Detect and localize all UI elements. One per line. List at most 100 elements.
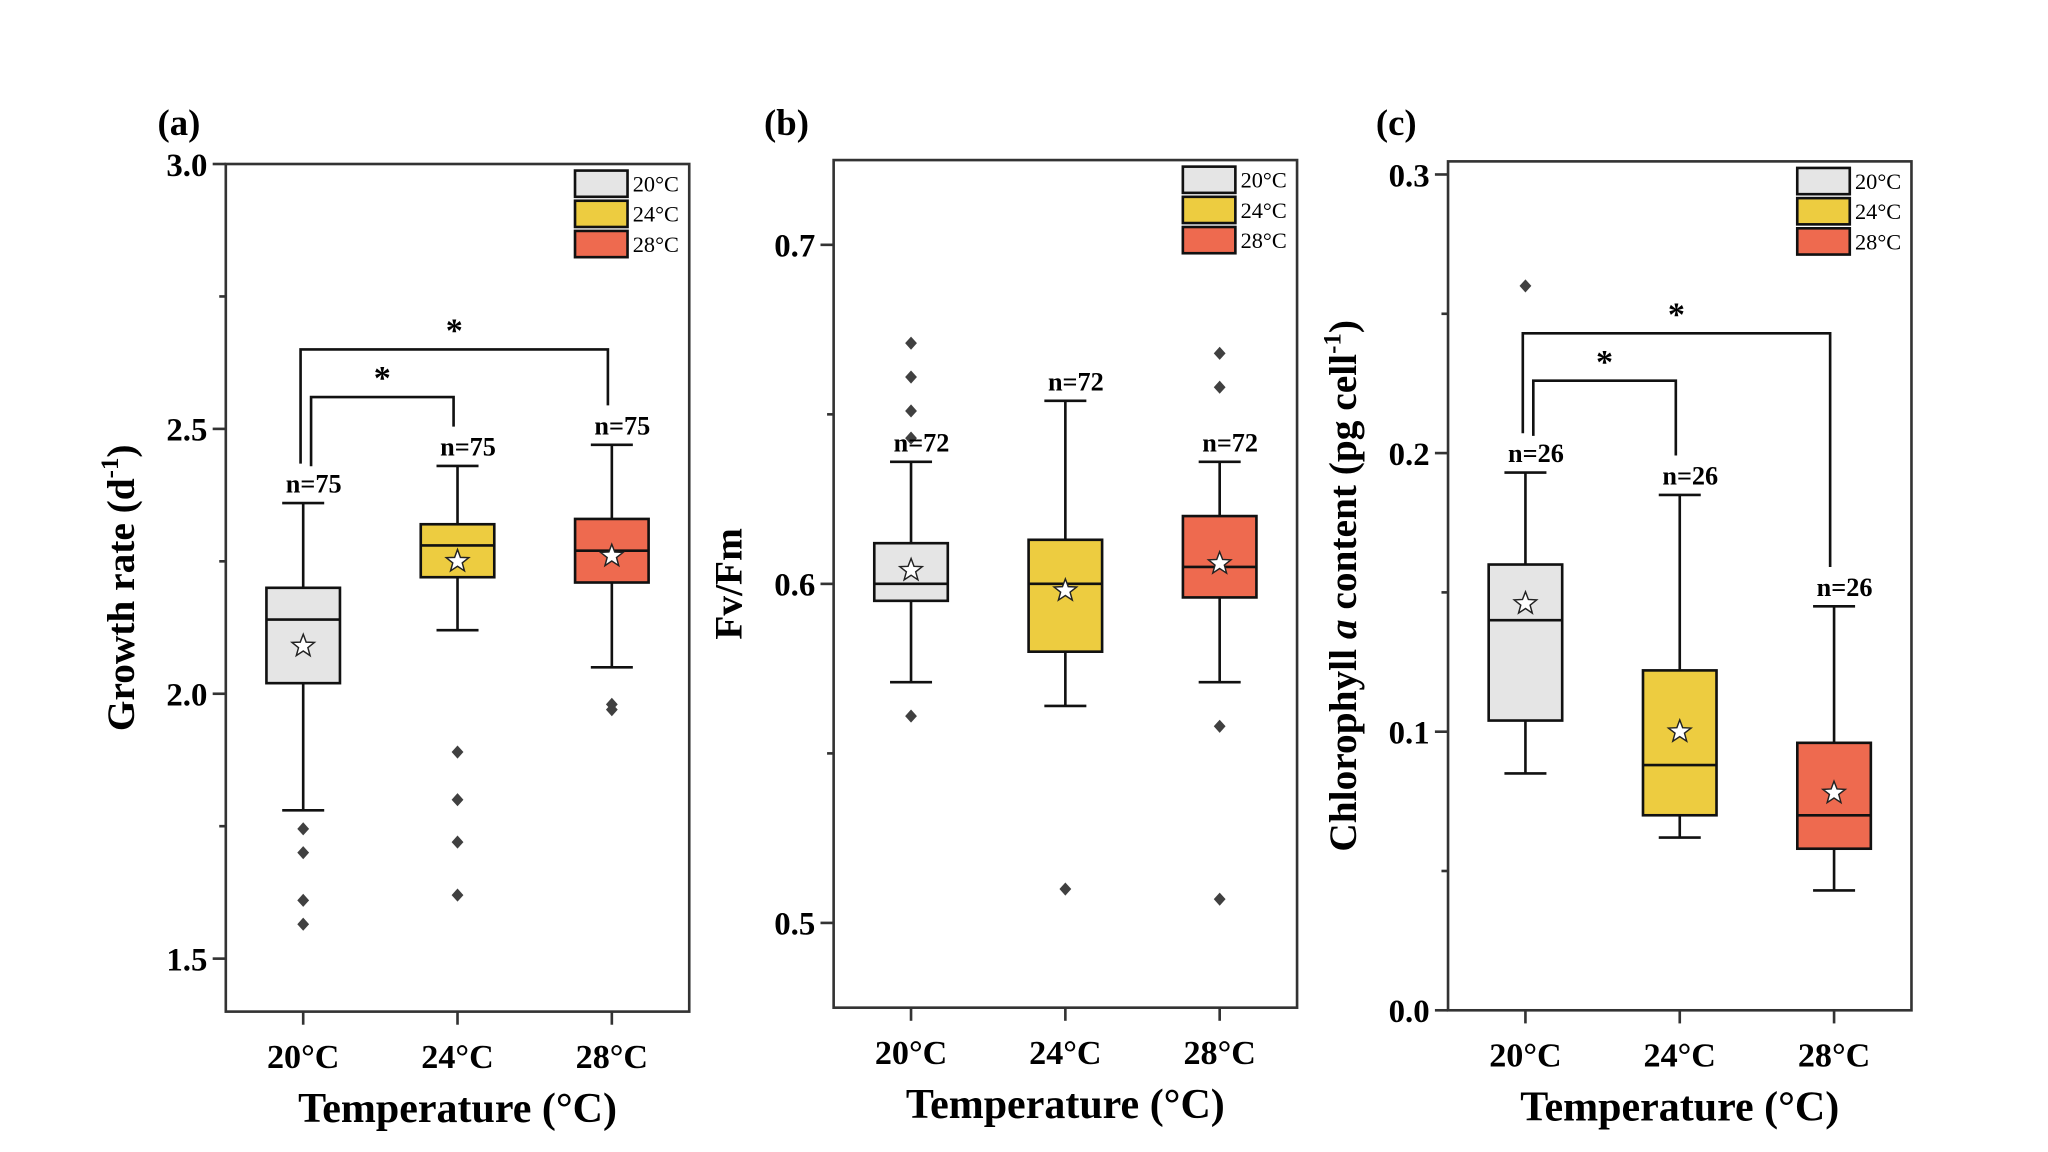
legend-swatch <box>1181 165 1237 195</box>
significance-bracket <box>299 348 610 464</box>
box-28°C: n=72 <box>1181 346 1258 906</box>
panel-label: (a) <box>158 102 201 143</box>
box-20°C: n=75 <box>265 470 342 931</box>
outlier-point <box>451 835 464 849</box>
box-28°C: n=26 <box>1796 573 1873 892</box>
significance-star: * <box>1668 296 1685 333</box>
outlier-point <box>451 888 464 902</box>
y-axis-label: Chlorophyll a content (pg cell-1) <box>1319 320 1365 852</box>
panel-b: (b) 0.5 0.6 0.7 Fv/Fm 20°C 24°C 28°C Temperature… <box>707 102 1299 1128</box>
outlier-point <box>905 336 917 350</box>
legend: 20°C 24°C 28°C <box>573 169 679 259</box>
legend-swatch <box>1181 225 1237 255</box>
outlier-point <box>1213 719 1226 733</box>
y-tick-label: 3.0 <box>166 148 207 184</box>
panel-a: (a) 1.5 2.0 2.5 3.0 Growth rate (d-1) 20°C 24°C… <box>97 102 691 1132</box>
n-label: n=72 <box>1048 367 1104 396</box>
y-axis-label-end: ) <box>1321 320 1365 333</box>
outlier-point <box>905 431 917 445</box>
n-label: n=75 <box>440 432 496 461</box>
outlier-point <box>297 893 310 907</box>
legend-swatch <box>1795 226 1852 256</box>
y-axis-label-superscript: -1 <box>97 458 124 479</box>
outlier-point <box>605 703 618 717</box>
legend-label: 24°C <box>1241 198 1287 223</box>
significance-star: * <box>374 360 391 397</box>
y-axis-label-superscript: -1 <box>1319 333 1346 354</box>
legend-label: 28°C <box>1241 228 1287 253</box>
y-axis-label: Fv/Fm <box>707 528 751 640</box>
n-label: n=72 <box>1202 428 1258 457</box>
box-24°C: n=75 <box>419 432 496 902</box>
y-tick-label: 0.2 <box>1389 437 1430 473</box>
box-28°C: n=75 <box>573 411 650 717</box>
mean-star-marker <box>1820 779 1848 805</box>
legend: 20°C 24°C 28°C <box>1181 165 1287 255</box>
mean-star-marker <box>1512 589 1539 615</box>
significance-bracket <box>1531 379 1678 456</box>
x-tick-label: 24°C <box>1029 1035 1101 1072</box>
iqr-box <box>1641 669 1718 817</box>
n-label: n=26 <box>1662 461 1718 490</box>
outlier-point <box>905 709 917 723</box>
mean-star-marker <box>1052 576 1079 602</box>
y-tick-label: 1.5 <box>166 942 207 978</box>
significance-star: * <box>446 313 463 350</box>
legend-swatch <box>573 229 629 259</box>
legend-label: 20°C <box>1855 169 1901 194</box>
box-20°C: n=72 <box>872 336 950 723</box>
y-axis-label-text: Fv/Fm <box>707 528 751 640</box>
legend-label: 20°C <box>1241 168 1287 193</box>
x-tick-label: 24°C <box>1644 1038 1716 1075</box>
x-tick-label: 20°C <box>875 1035 947 1072</box>
legend-label: 24°C <box>1855 199 1901 224</box>
n-label: n=72 <box>894 428 950 457</box>
legend-swatch <box>573 199 629 229</box>
x-tick-label: 24°C <box>421 1039 493 1076</box>
y-tick-label: 0.7 <box>774 229 815 265</box>
y-axis-label-part: Chlorophyll <box>1321 639 1365 851</box>
x-tick-label: 20°C <box>267 1039 339 1076</box>
y-tick-label: 0.1 <box>1389 716 1430 752</box>
x-axis-label: Temperature (°C) <box>906 1082 1225 1128</box>
panel-c: (c) 0.0 0.1 0.2 0.3 Chlorophyll a content (pg… <box>1319 102 1913 1131</box>
mean-star-marker <box>444 547 471 573</box>
iqr-box <box>872 541 950 603</box>
x-axis-label: Temperature (°C) <box>1520 1085 1839 1131</box>
y-tick-label: 2.0 <box>166 678 207 714</box>
box-24°C: n=72 <box>1027 367 1104 896</box>
y-tick-label: 0.5 <box>774 907 815 943</box>
panel-label: (b) <box>764 102 809 143</box>
significance-star: * <box>1596 344 1613 381</box>
outlier-point <box>1213 892 1226 906</box>
legend-swatch <box>573 169 629 199</box>
outlier-point <box>1213 346 1226 360</box>
n-label: n=26 <box>1817 573 1873 602</box>
panel-label: (c) <box>1376 102 1417 143</box>
legend-label: 24°C <box>633 202 679 227</box>
y-axis-label: Growth rate (d-1) <box>97 444 143 731</box>
iqr-box <box>1181 514 1258 599</box>
legend: 20°C 24°C 28°C <box>1795 166 1901 256</box>
y-axis-label-text: Growth rate (d <box>99 478 143 731</box>
outlier-point <box>297 846 310 860</box>
outlier-point <box>297 917 310 931</box>
y-tick-label: 0.0 <box>1389 994 1430 1030</box>
x-tick-label: 28°C <box>576 1039 648 1076</box>
outlier-point <box>1059 882 1072 896</box>
x-tick-label: 28°C <box>1798 1038 1870 1075</box>
legend-swatch <box>1181 195 1237 225</box>
mean-star-marker <box>598 542 626 568</box>
y-tick-label: 0.6 <box>774 568 815 604</box>
outlier-point <box>297 822 310 836</box>
legend-swatch <box>1795 166 1852 196</box>
n-label: n=75 <box>594 411 650 440</box>
outlier-point <box>451 793 464 807</box>
significance-bracket <box>309 395 455 467</box>
y-axis-label-end: ) <box>99 444 143 457</box>
n-label: n=75 <box>286 470 342 499</box>
x-axis-label: Temperature (°C) <box>298 1086 617 1132</box>
outlier-point <box>1519 279 1532 293</box>
x-tick-label: 28°C <box>1183 1035 1255 1072</box>
